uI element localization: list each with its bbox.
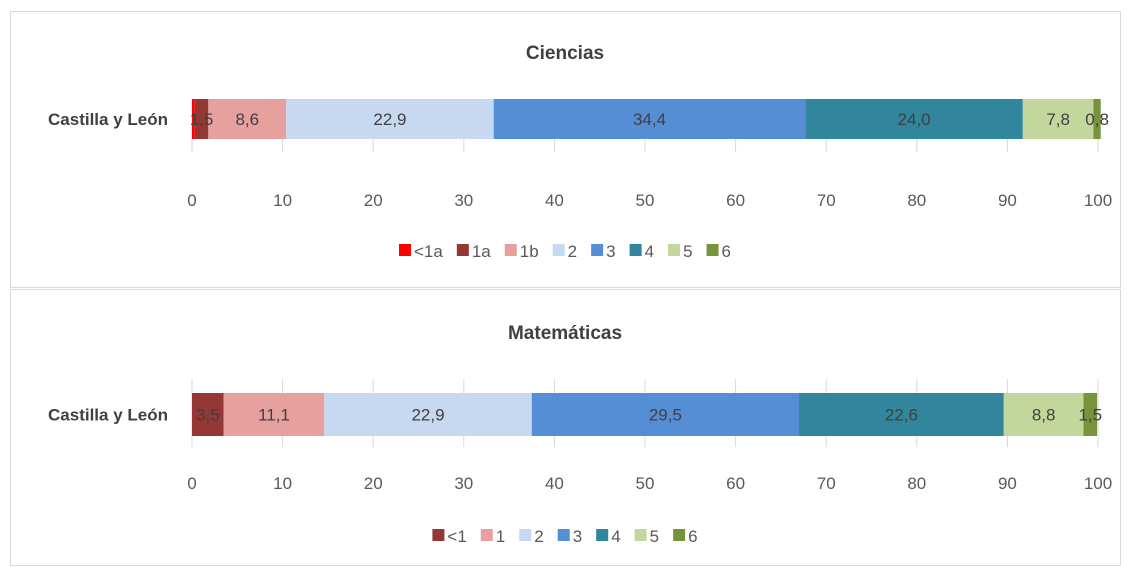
data-label: 8,8 — [1032, 406, 1056, 425]
x-tick-label: 50 — [636, 191, 655, 210]
chart-ciencias-svg: Ciencias 0 10 20 30 40 50 60 70 80 90 100 Castilla y… — [48, 43, 1112, 261]
x-tick-label: 30 — [454, 474, 473, 493]
legend-swatch — [504, 244, 517, 256]
legend-label: 2 — [568, 242, 577, 261]
chart-matematicas: Matemáticas 0 10 20 30 40 50 60 70 80 90 100 Castill… — [10, 289, 1121, 566]
bar-segment — [1083, 393, 1098, 436]
x-tick-label: 100 — [1084, 474, 1112, 493]
legend-swatch — [706, 244, 719, 256]
legend-label: 3 — [606, 242, 615, 261]
chart-matematicas-svg: Matemáticas 0 10 20 30 40 50 60 70 80 90 100 Castill… — [48, 323, 1112, 546]
legend-label: <1 — [447, 527, 466, 546]
bar-segment — [192, 99, 195, 139]
legend-swatch — [673, 529, 686, 541]
legend-swatch — [668, 244, 681, 256]
x-tick-label: 40 — [545, 191, 564, 210]
x-tick-label: 10 — [273, 191, 292, 210]
bar-segment — [223, 393, 325, 436]
data-label: 7,8 — [1046, 110, 1070, 129]
bar-segment — [1003, 393, 1084, 436]
legend-swatch — [557, 529, 570, 541]
legend: <1 1 2 3 4 5 6 — [432, 527, 698, 546]
category-label: Castilla y León — [48, 110, 168, 129]
x-tick-label: 100 — [1084, 191, 1112, 210]
data-label: 24,0 — [898, 110, 931, 129]
x-tick-label: 60 — [726, 474, 745, 493]
bar-segment — [192, 393, 224, 436]
legend-label: 3 — [573, 527, 582, 546]
legend-label: 1b — [520, 242, 539, 261]
chart-title: Ciencias — [526, 43, 604, 64]
legend-swatch — [519, 529, 532, 541]
x-tick-label: 20 — [364, 191, 383, 210]
data-label: 8,6 — [235, 110, 259, 129]
data-label: 1,5 — [190, 110, 214, 129]
legend-label: 4 — [611, 527, 620, 546]
bar-segment — [208, 99, 287, 139]
bar-segment — [531, 393, 800, 436]
bar-segment — [1093, 99, 1101, 139]
legend-label: 5 — [683, 242, 692, 261]
bar-segment — [194, 99, 209, 139]
x-tick-label: 0 — [187, 474, 196, 493]
x-tick-label: 30 — [454, 191, 473, 210]
x-tick-label: 20 — [364, 474, 383, 493]
bar-segment — [1022, 99, 1094, 139]
bar-segment — [286, 99, 494, 139]
legend-swatch — [634, 529, 647, 541]
legend-label: 4 — [645, 242, 654, 261]
legend-label: 5 — [650, 527, 659, 546]
data-label: 29,5 — [649, 406, 682, 425]
legend-swatch — [480, 529, 493, 541]
x-tick-label: 50 — [636, 474, 655, 493]
data-label: 0,8 — [1085, 110, 1109, 129]
legend-swatch — [591, 244, 604, 256]
x-tick-label: 40 — [545, 474, 564, 493]
legend-label: 6 — [722, 242, 731, 261]
data-label: 11,1 — [258, 406, 290, 425]
bar-segment — [799, 393, 1004, 436]
data-label: 1,5 — [1078, 406, 1102, 425]
x-tick-label: 90 — [998, 191, 1017, 210]
x-tick-label: 80 — [907, 191, 926, 210]
legend-label: 1a — [472, 242, 491, 261]
x-tick-label: 80 — [907, 474, 926, 493]
legend-swatch — [432, 529, 445, 541]
x-tick-label: 90 — [998, 474, 1017, 493]
legend-label: 1 — [496, 527, 505, 546]
x-tick-label: 0 — [187, 191, 196, 210]
legend: <1a 1a 1b 2 3 4 5 6 — [398, 242, 731, 261]
bar-segment — [493, 99, 806, 139]
data-label: 22,9 — [411, 406, 444, 425]
legend-swatch — [629, 244, 642, 256]
legend-swatch — [456, 244, 469, 256]
bar-segment — [324, 393, 532, 436]
legend-swatch — [552, 244, 565, 256]
chart-title: Matemáticas — [508, 323, 622, 344]
data-label: 3,5 — [196, 406, 220, 425]
x-tick-label: 70 — [817, 474, 836, 493]
bar-segment — [805, 99, 1023, 139]
x-tick-label: 70 — [817, 191, 836, 210]
data-label: 34,4 — [633, 110, 666, 129]
legend-swatch — [596, 529, 609, 541]
x-tick-label: 60 — [726, 191, 745, 210]
legend-swatch — [398, 244, 411, 256]
x-tick-label: 10 — [273, 474, 292, 493]
chart-ciencias: Ciencias 0 10 20 30 40 50 60 70 80 90 100 Castilla y… — [10, 11, 1121, 288]
legend-label: <1a — [414, 242, 443, 261]
data-label: 22,6 — [885, 406, 918, 425]
legend-label: 2 — [534, 527, 543, 546]
data-label: 22,9 — [373, 110, 406, 129]
category-label: Castilla y León — [48, 406, 168, 425]
legend-label: 6 — [688, 527, 697, 546]
